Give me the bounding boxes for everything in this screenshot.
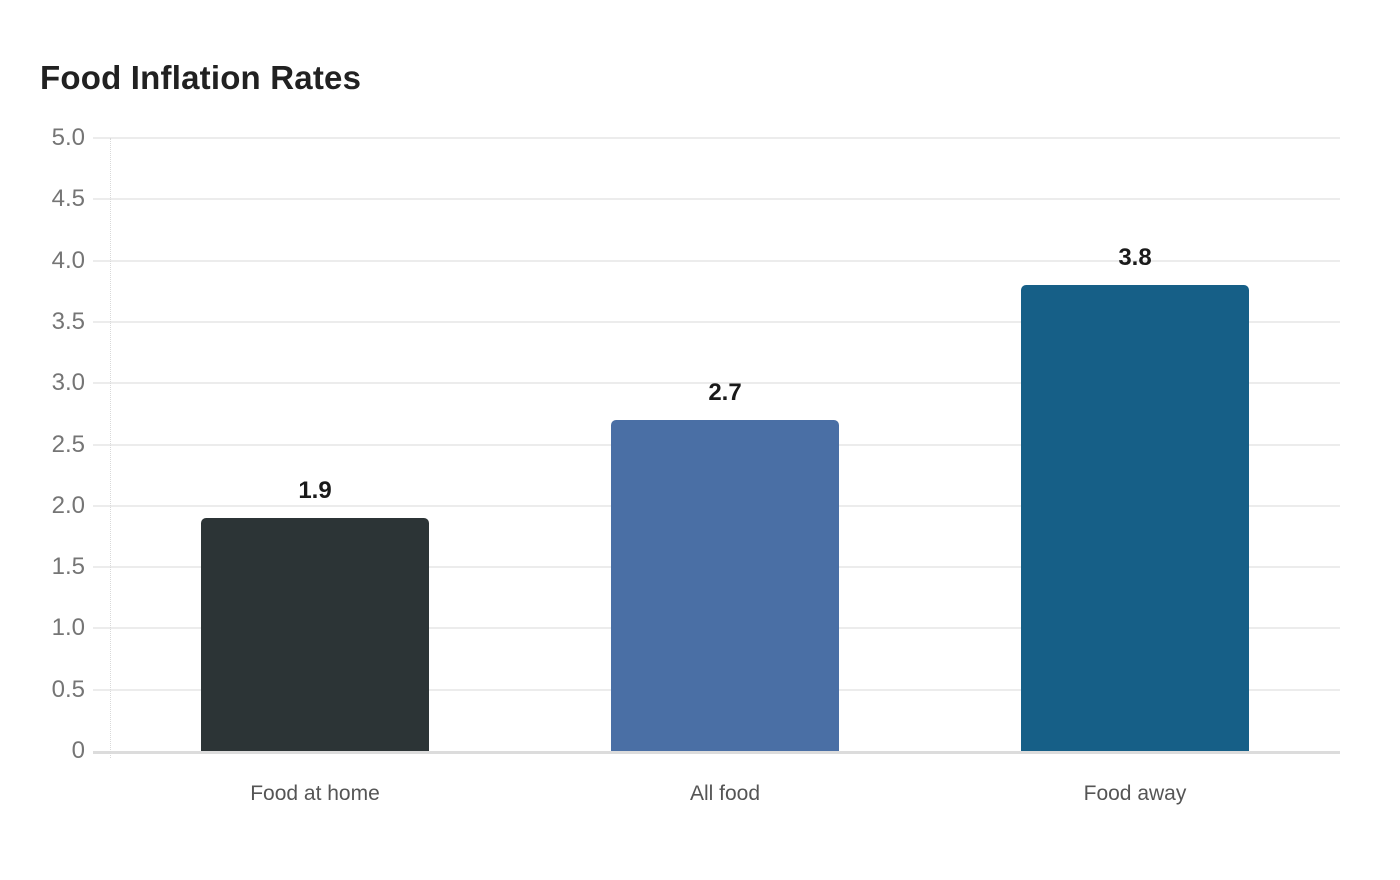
gridline (93, 382, 1340, 385)
y-tick-label: 0 (71, 737, 85, 764)
y-tick-label: 2.5 (51, 430, 85, 458)
chart-title: Food Inflation Rates (40, 59, 362, 96)
bar-value-label: 3.8 (1118, 244, 1152, 272)
x-axis-label: Food away (1083, 782, 1187, 805)
x-axis-label: All food (689, 782, 761, 805)
y-tick-label: 5.0 (51, 124, 85, 151)
gridline (93, 137, 1340, 139)
bar (611, 419, 839, 751)
gridline (93, 320, 1340, 323)
y-tick-label: 4.5 (51, 185, 85, 213)
y-tick-label: 2.0 (51, 491, 85, 519)
bar (201, 518, 429, 751)
y-tick-label: 1.5 (51, 553, 85, 581)
bar-value-label: 2.7 (708, 378, 742, 406)
bar (1021, 285, 1249, 751)
y-tick-label: 3.5 (51, 307, 85, 335)
x-axis-label: Food at home (250, 782, 380, 805)
gridline (93, 259, 1340, 262)
y-axis-dotted-line (110, 138, 111, 758)
y-tick-label: 3.0 (51, 369, 85, 397)
gridline (93, 198, 1340, 201)
zero-gridline (93, 751, 1340, 754)
y-tick-label: 4.0 (51, 246, 85, 274)
y-tick-label: 1.0 (51, 614, 85, 642)
y-tick-label: 0.5 (51, 675, 85, 703)
bar-value-label: 1.9 (298, 477, 332, 505)
